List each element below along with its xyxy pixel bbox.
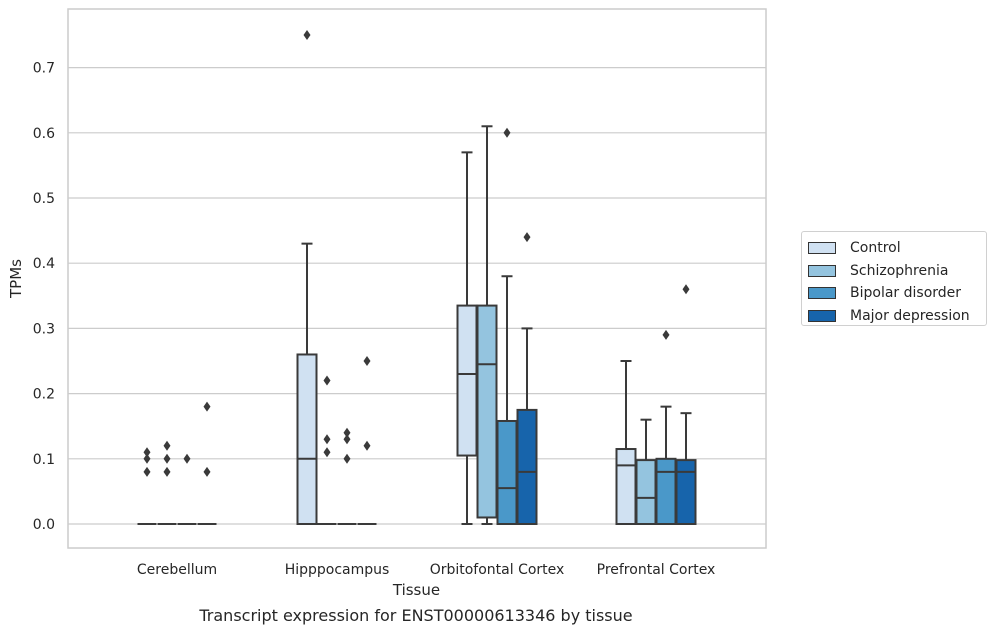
outlier-point: [303, 30, 311, 40]
box: [476, 304, 498, 519]
outlier-point: [163, 440, 171, 451]
box-3-3: [675, 284, 697, 526]
outlier-point: [343, 434, 351, 445]
chart-caption: Transcript expression for ENST0000061334…: [199, 606, 633, 625]
y-tick-label: 0.0: [33, 517, 55, 533]
legend-swatch: [808, 242, 836, 255]
outlier-point: [363, 356, 371, 366]
legend-label: Bipolar disorder: [850, 285, 962, 302]
box: [655, 457, 677, 525]
outlier-point: [163, 453, 171, 464]
box: [635, 459, 657, 526]
legend-swatch: [808, 264, 836, 277]
legend-swatch: [808, 287, 836, 300]
legend-label: Control: [850, 240, 901, 257]
box-1-2: [337, 427, 357, 525]
y-tick-label: 0.6: [33, 126, 55, 142]
outlier-point: [323, 434, 331, 445]
box: [456, 304, 478, 457]
outlier-point: [323, 375, 331, 386]
box-0-1: [157, 440, 177, 525]
y-tick-label: 0.5: [33, 191, 55, 207]
box-series: [137, 30, 697, 526]
outlier-point: [143, 453, 151, 464]
legend-item: Major depression: [808, 305, 986, 328]
legend-swatch: [808, 309, 836, 322]
outlier-point: [143, 466, 151, 477]
y-tick-label: 0.1: [33, 452, 55, 468]
y-tick-label: 0.3: [33, 321, 55, 337]
x-tick-label: Orbitofontal Cortex: [430, 562, 565, 578]
box-2-1: [476, 125, 498, 525]
box: [615, 448, 637, 525]
box-0-3: [197, 401, 217, 525]
box-1-1: [317, 375, 337, 525]
y-tick-labels: 0.0 0.1 0.2 0.3 0.4 0.5 0.6 0.7: [33, 61, 55, 533]
box-3-2: [655, 329, 677, 525]
legend-item: Control: [808, 237, 986, 260]
y-axis-label: TPMs: [7, 259, 25, 299]
box-1-3: [357, 356, 377, 525]
y-tick-label: 0.4: [33, 256, 55, 272]
box-0-2: [177, 453, 197, 525]
outlier-point: [363, 440, 371, 451]
outlier-point: [682, 284, 690, 295]
box-0-0: [137, 447, 157, 525]
outlier-point: [183, 453, 191, 464]
outlier-point: [503, 127, 511, 138]
gridlines: [68, 66, 766, 525]
outlier-point: [343, 453, 351, 464]
legend-item: Schizophrenia: [808, 260, 986, 283]
outlier-point: [203, 466, 211, 477]
legend-label: Schizophrenia: [850, 262, 949, 279]
legend-label: Major depression: [850, 307, 970, 324]
box: [496, 419, 518, 526]
x-tick-labels: Cerebellum Hipppocampus Orbitofontal Corte…: [137, 562, 715, 578]
box-2-2: [496, 127, 518, 526]
outlier-point: [323, 447, 331, 458]
x-tick-label: Hipppocampus: [285, 562, 390, 578]
box-3-1: [635, 418, 657, 526]
x-tick-label: Cerebellum: [137, 562, 217, 578]
box: [516, 408, 538, 525]
outlier-point: [203, 401, 211, 412]
x-tick-label: Prefrontal Cortex: [597, 562, 716, 578]
box-3-0: [615, 360, 637, 525]
legend-item: Bipolar disorder: [808, 282, 986, 305]
box: [296, 353, 318, 526]
legend: Control Schizophrenia Bipolar disorder Majo…: [801, 231, 987, 326]
y-tick-label: 0.7: [33, 61, 55, 77]
plot-area-frame: [67, 8, 767, 549]
outlier-point: [143, 447, 151, 458]
outlier-point: [662, 329, 670, 340]
box-2-3: [516, 232, 538, 525]
outlier-point: [343, 427, 351, 438]
y-tick-label: 0.2: [33, 387, 55, 403]
box-2-0: [456, 151, 478, 525]
outlier-point: [163, 466, 171, 477]
x-axis-label: Tissue: [392, 581, 440, 599]
box: [675, 459, 697, 526]
outlier-point: [523, 232, 531, 243]
box-1-0: [296, 30, 318, 526]
